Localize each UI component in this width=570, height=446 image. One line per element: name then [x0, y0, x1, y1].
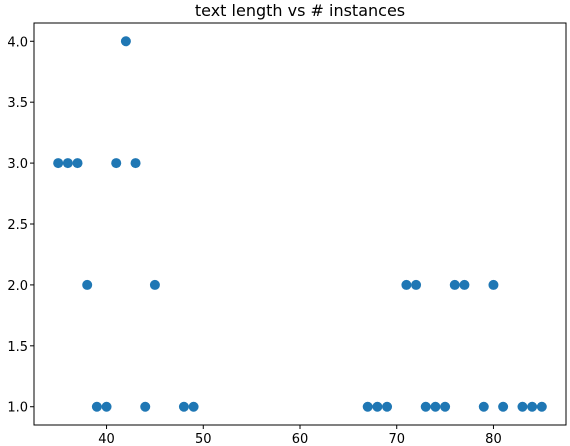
data-point: [420, 401, 431, 412]
points-layer: [53, 36, 547, 412]
data-point: [459, 279, 470, 290]
data-point: [401, 279, 412, 290]
data-point: [130, 158, 141, 169]
data-point: [488, 279, 499, 290]
data-point: [478, 401, 489, 412]
y-tick-label: 1.0: [7, 401, 28, 416]
data-point: [449, 279, 460, 290]
x-tick-label: 70: [388, 432, 405, 446]
ticks-layer: 40 50 60 70 80 1.0 1.5 2.0 2.5 3.0 3.5 4.0: [7, 35, 501, 446]
y-tick-label: 4.0: [7, 35, 28, 50]
y-tick-label: 3.0: [7, 157, 28, 172]
data-point: [140, 401, 151, 412]
data-point: [382, 401, 393, 412]
y-tick-label: 1.5: [7, 340, 28, 355]
data-point: [411, 279, 422, 290]
plot-frame: [33, 22, 567, 426]
data-point: [111, 158, 122, 169]
data-point: [62, 158, 73, 169]
data-point: [178, 401, 189, 412]
data-point: [72, 158, 83, 169]
data-point: [440, 401, 451, 412]
data-point: [372, 401, 383, 412]
x-tick-label: 60: [292, 432, 309, 446]
x-tick-label: 80: [485, 432, 502, 446]
data-point: [498, 401, 509, 412]
data-point: [53, 158, 64, 169]
data-point: [82, 279, 93, 290]
data-point: [120, 36, 131, 47]
chart-title: text length vs # instances: [195, 1, 405, 20]
data-point: [527, 401, 538, 412]
data-point: [517, 401, 528, 412]
data-point: [101, 401, 112, 412]
x-tick-label: 50: [195, 432, 212, 446]
y-tick-label: 2.0: [7, 279, 28, 294]
data-point: [91, 401, 102, 412]
data-point: [149, 279, 160, 290]
data-point: [430, 401, 441, 412]
y-tick-label: 2.5: [7, 218, 28, 233]
data-point: [362, 401, 373, 412]
y-tick-label: 3.5: [7, 96, 28, 111]
data-point: [188, 401, 199, 412]
data-point: [536, 401, 547, 412]
x-tick-label: 40: [98, 432, 115, 446]
